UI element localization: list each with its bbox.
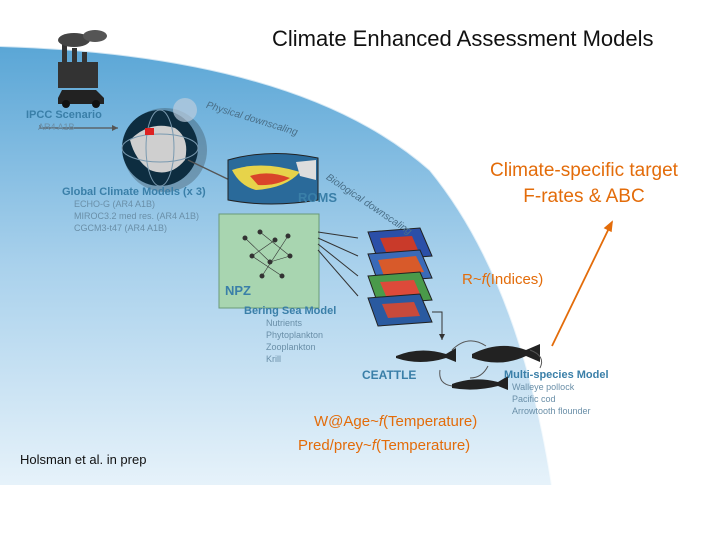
multispecies-block: Multi-species Model Walleye pollock Paci… bbox=[504, 369, 609, 417]
roms-map bbox=[227, 153, 319, 205]
npz-component: Phytoplankton bbox=[266, 330, 324, 340]
npz-component: Krill bbox=[266, 354, 281, 364]
npz-to-indices-arrows bbox=[317, 231, 359, 297]
npz-label: NPZ bbox=[225, 283, 251, 298]
globe-icon bbox=[121, 98, 207, 192]
stacked-index-maps bbox=[367, 227, 433, 327]
gcm-model: ECHO-G (AR4 A1B) bbox=[74, 199, 156, 209]
citation: Holsman et al. in prep bbox=[20, 452, 147, 467]
npz-block: Bering Sea Model Nutrients Phytoplankton… bbox=[244, 305, 336, 365]
food-web-graphic bbox=[242, 229, 293, 279]
page-title: Climate Enhanced Assessment Models bbox=[272, 26, 654, 51]
npz-component: Zooplankton bbox=[266, 342, 316, 352]
weight-prefix: W@Age~ bbox=[314, 413, 379, 430]
target-arrow bbox=[551, 221, 613, 347]
weight-suffix: (Temperature) bbox=[383, 413, 478, 430]
weight-function: f bbox=[378, 413, 384, 430]
npz-component: Nutrients bbox=[266, 318, 303, 328]
predprey-function: f bbox=[371, 437, 376, 454]
roms-label: ROMS bbox=[298, 190, 337, 205]
gcm-model: MIROC3.2 med res. (AR4 A1B) bbox=[74, 211, 200, 221]
ipcc-subtitle: AR4 A1B bbox=[38, 122, 75, 132]
npz-title: Bering Sea Model bbox=[244, 305, 337, 317]
target-line-2: F-rates & ABC bbox=[523, 186, 645, 207]
pollock-fish-icon bbox=[396, 348, 456, 362]
species-item: Walleye pollock bbox=[512, 382, 575, 392]
ipcc-to-gcm-arrow bbox=[39, 125, 118, 129]
predprey-relation: Pred/prey~f(Temperature) bbox=[298, 437, 470, 454]
species-interaction-arrows bbox=[439, 340, 543, 387]
factory-car-icon bbox=[58, 30, 107, 108]
gcm-title: Global Climate Models (x 3) bbox=[62, 186, 206, 198]
target-line-1: Climate-specific target bbox=[490, 160, 678, 181]
weight-relation: W@Age~f(Temperature) bbox=[314, 413, 477, 430]
indices-to-ceattle-arrow bbox=[432, 311, 443, 340]
gcm-model: CGCM3-t47 (AR4 A1B) bbox=[74, 223, 168, 233]
predprey-suffix: (Temperature) bbox=[375, 437, 471, 454]
target-text: Climate-specific target F-rates & ABC bbox=[490, 158, 678, 210]
gcm-block: Global Climate Models (x 3) ECHO-G (AR4 … bbox=[62, 186, 206, 234]
predprey-prefix: Pred/prey~ bbox=[298, 437, 372, 454]
ipcc-block: IPCC Scenario AR4 A1B bbox=[26, 109, 102, 133]
cod-fish-icon bbox=[472, 344, 540, 363]
recruitment-suffix: (Indices) bbox=[485, 271, 544, 288]
recruitment-prefix: R~ bbox=[462, 271, 482, 288]
ipcc-title: IPCC Scenario bbox=[26, 109, 102, 121]
recruitment-function: f bbox=[481, 271, 486, 288]
flounder-fish-icon bbox=[452, 376, 508, 390]
species-item: Arrowtooth flounder bbox=[512, 406, 591, 416]
species-item: Pacific cod bbox=[512, 394, 556, 404]
recruitment-relation: R~f(Indices) bbox=[462, 271, 543, 288]
ceattle-label: CEATTLE bbox=[362, 368, 417, 382]
multispecies-title: Multi-species Model bbox=[504, 369, 609, 381]
